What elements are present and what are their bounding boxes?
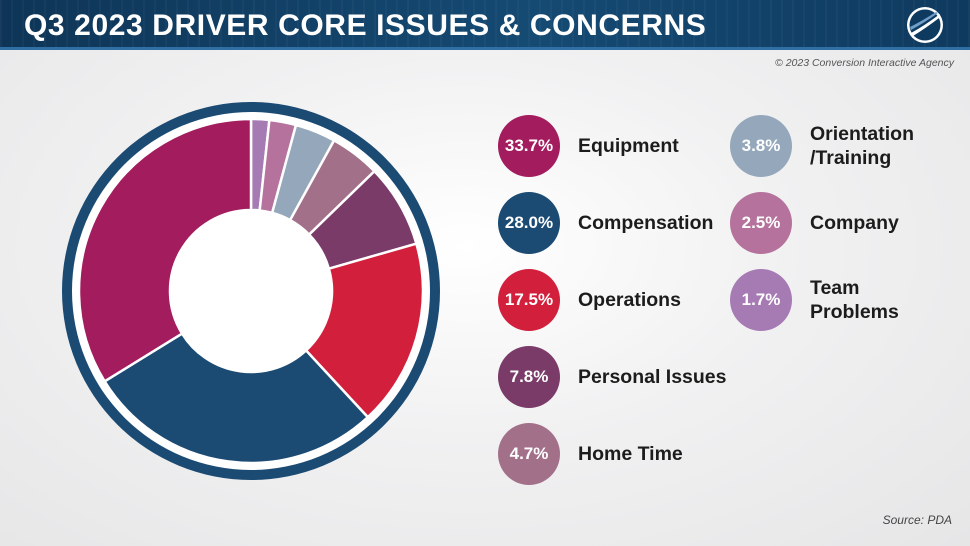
- legend-value-badge: 4.7%: [498, 423, 560, 485]
- legend-value-badge: 7.8%: [498, 346, 560, 408]
- legend-item-orientation-training: 3.8% Orientation /Training: [730, 115, 914, 177]
- legend-label: Company: [810, 212, 899, 234]
- legend-item-operations: 17.5% Operations: [498, 269, 681, 331]
- legend-value-badge: 3.8%: [730, 115, 792, 177]
- legend-item-compensation: 28.0% Compensation: [498, 192, 713, 254]
- legend-label: Orientation /Training: [810, 123, 915, 169]
- page-title: Q3 2023 DRIVER CORE ISSUES & CONCERNS: [24, 9, 707, 42]
- legend-label: Equipment: [578, 135, 679, 157]
- legend-value-badge: 2.5%: [730, 192, 792, 254]
- legend-item-company: 2.5% Company: [730, 192, 899, 254]
- legend-value-badge: 1.7%: [730, 269, 792, 331]
- donut-chart: [62, 102, 440, 480]
- legend-value-badge: 17.5%: [498, 269, 560, 331]
- header-bar: Q3 2023 DRIVER CORE ISSUES & CONCERNS: [0, 0, 970, 50]
- legend-label: Personal Issues: [578, 366, 727, 388]
- legend-item-equipment: 33.7% Equipment: [498, 115, 679, 177]
- legend-label: Operations: [578, 289, 681, 311]
- donut-hole: [170, 210, 332, 372]
- legend-label: Home Time: [578, 443, 683, 465]
- donut-slice-compensation: [102, 331, 370, 465]
- donut-slice-operations: [304, 242, 425, 419]
- legend-value-badge: 33.7%: [498, 115, 560, 177]
- legend-label: Team Problems: [810, 277, 899, 323]
- source-note: Source: PDA: [882, 513, 952, 527]
- legend-item-home-time: 4.7% Home Time: [498, 423, 683, 485]
- copyright-note: © 2023 Conversion Interactive Agency: [775, 57, 954, 69]
- legend-label: Compensation: [578, 212, 714, 234]
- road-logo-icon: [907, 7, 943, 43]
- legend-item-team-problems: 1.7% Team Problems: [730, 269, 899, 331]
- legend-item-personal-issues: 7.8% Personal Issues: [498, 346, 727, 408]
- legend-value-badge: 28.0%: [498, 192, 560, 254]
